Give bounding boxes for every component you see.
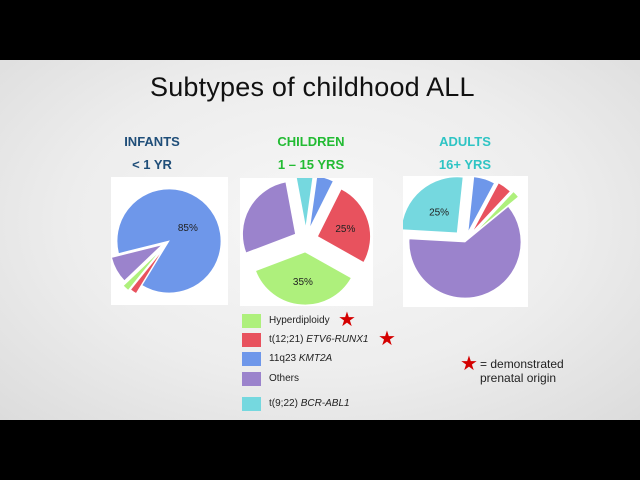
pie-slice-kmt2a <box>467 176 496 233</box>
pie-slice-label-bcr_abl1: 25% <box>429 208 449 219</box>
pie-slice-others <box>408 205 522 299</box>
legend-swatch-bcr_abl1 <box>242 397 261 411</box>
legend-label-text: t(9;22) <box>269 398 301 409</box>
children-heading-label: CHILDREN <box>277 134 345 149</box>
legend-swatch-others <box>242 372 261 386</box>
adults-pie-chart: 25% <box>403 176 528 307</box>
pie-slice-etv6 <box>471 182 511 233</box>
pie-slice-bcr_abl1 <box>403 176 464 234</box>
pie-slice-hyperdiploidy <box>474 190 520 233</box>
prenatal-origin-note: = demonstrated prenatal origin <box>480 357 564 385</box>
pie-slice-kmt2a <box>116 188 222 294</box>
legend-swatch-etv6 <box>242 333 261 347</box>
adults-age-label: 16+ YRS <box>438 157 492 172</box>
pie-slice-label-hyperdiploidy: 35% <box>293 277 313 288</box>
legend-label-text: Others <box>269 373 300 384</box>
pie-slice-hyperdiploidy <box>255 251 352 306</box>
legend-label-gene: BCR-ABL1 <box>300 398 350 409</box>
note-line-1: = demonstrated <box>480 357 564 371</box>
pie-slice-others <box>242 181 296 254</box>
red-star-icon: ★ <box>338 309 356 331</box>
legend-label-others: Others <box>269 373 299 384</box>
pie-slice-bcr_abl1 <box>296 178 314 229</box>
children-heading: CHILDREN 1 – 15 YRS <box>262 134 360 172</box>
adults-heading: ADULTS 16+ YRS <box>420 134 510 172</box>
children-age-label: 1 – 15 YRS <box>277 157 345 172</box>
infants-heading-label: INFANTS <box>124 134 180 149</box>
pie-slice-etv6 <box>130 248 164 295</box>
pie-slice-etv6 <box>316 188 371 263</box>
adults-pie-svg: 25% <box>403 176 522 299</box>
infants-heading: INFANTS < 1 YR <box>108 134 196 172</box>
note-line-2: prenatal origin <box>480 371 557 385</box>
legend-label-kmt2a: 11q23 KMT2A <box>269 353 332 364</box>
children-pie-chart: 25% 35% <box>240 178 373 306</box>
legend-label-etv6: t(12;21) ETV6-RUNX1 <box>269 334 369 345</box>
legend-label-text: Hyperdiploidy <box>269 315 330 326</box>
pie-slice-others <box>111 244 164 282</box>
legend-label-hyperdiploidy: Hyperdiploidy <box>269 315 330 326</box>
pie-slice-hyperdiploidy <box>122 249 162 291</box>
slide-title: Subtypes of childhood ALL <box>150 72 475 102</box>
legend-swatch-kmt2a <box>242 352 261 366</box>
children-pie-svg: 25% 35% <box>242 178 371 306</box>
red-star-icon: ★ <box>378 328 396 350</box>
infants-pie-svg: 85% <box>111 188 222 295</box>
legend-swatch-hyperdiploidy <box>242 314 261 328</box>
pie-slice-label-kmt2a: 85% <box>178 223 198 234</box>
legend-label-gene: KMT2A <box>298 353 333 364</box>
adults-heading-label: ADULTS <box>439 134 491 149</box>
legend-label-text: 11q23 <box>269 353 299 364</box>
legend-label-bcr_abl1: t(9;22) BCR-ABL1 <box>269 398 350 409</box>
infants-age-label: < 1 YR <box>132 157 172 172</box>
red-star-icon: ★ <box>460 353 478 375</box>
pie-slice-kmt2a <box>309 178 334 229</box>
legend-label-gene: ETV6-RUNX1 <box>306 334 369 345</box>
infants-pie-chart: 85% <box>111 177 228 305</box>
pie-slice-label-etv6: 25% <box>335 224 355 235</box>
legend-label-text: t(12;21) <box>269 334 307 345</box>
slide: Subtypes of childhood ALL INFANTS < 1 YR… <box>0 60 640 420</box>
